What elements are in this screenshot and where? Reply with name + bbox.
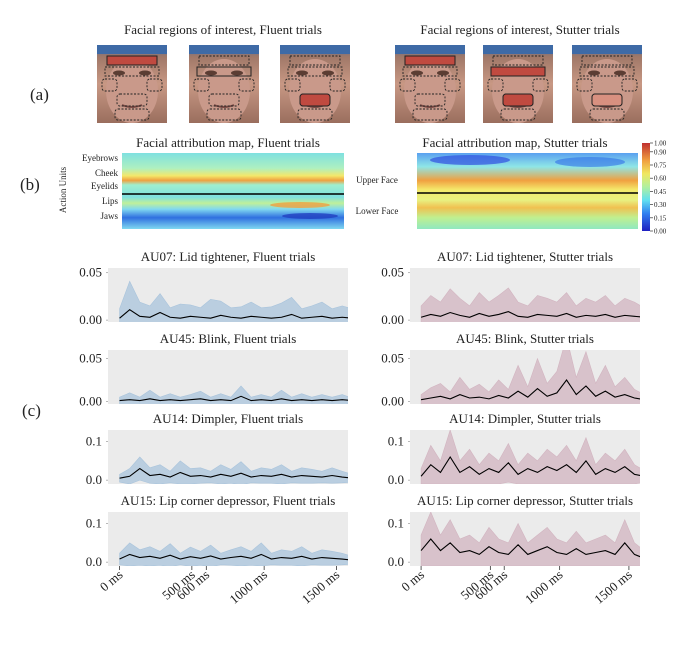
roi-highlight	[106, 55, 158, 66]
chart-title: AU45: Blink, Stutter trials	[456, 331, 594, 346]
row-label: Lower Face	[356, 206, 399, 216]
heatmap-blob	[555, 157, 625, 167]
row-label: Upper Face	[356, 175, 398, 185]
face-images	[97, 45, 642, 123]
heatmap-blob	[282, 213, 338, 219]
roi-highlight	[591, 93, 623, 107]
error-band	[420, 430, 640, 484]
colorbar-tick-label: 0.45	[654, 188, 667, 196]
charts: AU07: Lid tightener, Fluent trials 0.00 0.…	[79, 249, 640, 607]
colorbar-tick-label: 1.00	[654, 140, 667, 148]
y-tick-label: 0.05	[381, 351, 404, 366]
colorbar-ticks: 1.000.90 0.75 0.60 0.45 0.30 0.15 0.00	[650, 140, 667, 236]
y-tick-label: 0.00	[79, 312, 102, 327]
face	[189, 45, 259, 123]
colorbar-tick-label: 0.00	[654, 228, 667, 236]
roi-highlight	[299, 93, 331, 107]
colorbar-tick-label: 0.75	[654, 162, 667, 170]
error-band	[420, 350, 640, 404]
row-label: Jaws	[101, 211, 119, 221]
face	[572, 45, 642, 123]
roi-highlight	[490, 66, 546, 77]
mean-line	[420, 455, 640, 477]
y-tick-label: 0.0	[86, 472, 102, 487]
x-tick-label: 1500 ms	[299, 567, 343, 607]
x-tick-label: 1000 ms	[226, 567, 270, 607]
x-tick-label: 0 ms	[97, 567, 126, 595]
chart-title: AU07: Lid tightener, Fluent trials	[141, 249, 316, 264]
y-tick-label: 0.05	[381, 265, 404, 280]
colorbar-tick-label: 0.30	[654, 201, 667, 209]
chart-title: AU14: Dimpler, Stutter trials	[449, 411, 601, 426]
y-tick-label: 0.0	[86, 554, 102, 569]
y-tick-label: 0.1	[86, 516, 102, 531]
colorbar-tick-label: 0.60	[654, 175, 667, 183]
y-tick-label: 0.05	[79, 265, 102, 280]
error-band	[119, 385, 348, 404]
chart-title: AU07: Lid tightener, Stutter trials	[437, 249, 613, 264]
panel-label: (a)	[30, 85, 49, 104]
x-tick-label: 0 ms	[398, 567, 427, 595]
y-tick-label: 0.1	[86, 434, 102, 449]
colorbar-tick-label: 0.90	[654, 148, 667, 156]
chart-title: AU45: Blink, Fluent trials	[160, 331, 297, 346]
heatmap-title: Facial attribution map, Fluent trials	[136, 135, 320, 150]
y-tick-label: 0.0	[388, 472, 404, 487]
y-tick-label: 0.00	[381, 393, 404, 408]
face	[483, 45, 553, 123]
y-tick-label: 0.00	[79, 393, 102, 408]
y-tick-label: 0.1	[388, 434, 404, 449]
x-tick-label: 1000 ms	[522, 567, 566, 607]
error-band	[119, 280, 348, 322]
mean-line	[119, 553, 348, 561]
y-tick-label: 0.1	[388, 516, 404, 531]
mean-line	[119, 395, 348, 402]
face-title: Facial regions of interest, Fluent trial…	[124, 22, 322, 37]
colorbar-tick-label: 0.15	[654, 214, 667, 222]
chart-title: AU14: Dimpler, Fluent trials	[153, 411, 303, 426]
row-label: Eyebrows	[82, 153, 118, 163]
y-tick-label: 0.05	[79, 351, 102, 366]
y-axis-label: Action Units	[58, 166, 68, 213]
mean-line	[420, 379, 640, 401]
roi-highlight	[404, 55, 456, 66]
panel-label: (b)	[20, 175, 40, 194]
heatmap-title: Facial attribution map, Stutter trials	[422, 135, 607, 150]
mean-line	[420, 310, 640, 318]
x-tick-label: 1500 ms	[591, 567, 635, 607]
mean-line	[420, 538, 640, 558]
chart-title: AU15: Lip corner depressor, Stutter tria…	[417, 493, 633, 508]
y-tick-label: 0.00	[381, 312, 404, 327]
face-title: Facial regions of interest, Stutter tria…	[420, 22, 619, 37]
error-band	[119, 542, 348, 566]
y-tick-label: 0.0	[388, 554, 404, 569]
row-label: Lips	[102, 196, 118, 206]
colorbar	[642, 143, 650, 231]
mean-line	[119, 308, 348, 319]
panel-label: (c)	[22, 401, 41, 420]
face	[280, 45, 350, 123]
row-label: Eyelids	[91, 181, 118, 191]
roi-highlight	[196, 66, 252, 77]
heatmap-blob	[430, 155, 510, 165]
error-band	[420, 287, 640, 322]
roi-highlight	[502, 93, 534, 107]
mean-line	[119, 467, 348, 479]
row-label: Cheek	[95, 168, 118, 178]
heatmap-blob	[270, 202, 330, 208]
chart-title: AU15: Lip corner depressor, Fluent trial…	[121, 493, 336, 508]
